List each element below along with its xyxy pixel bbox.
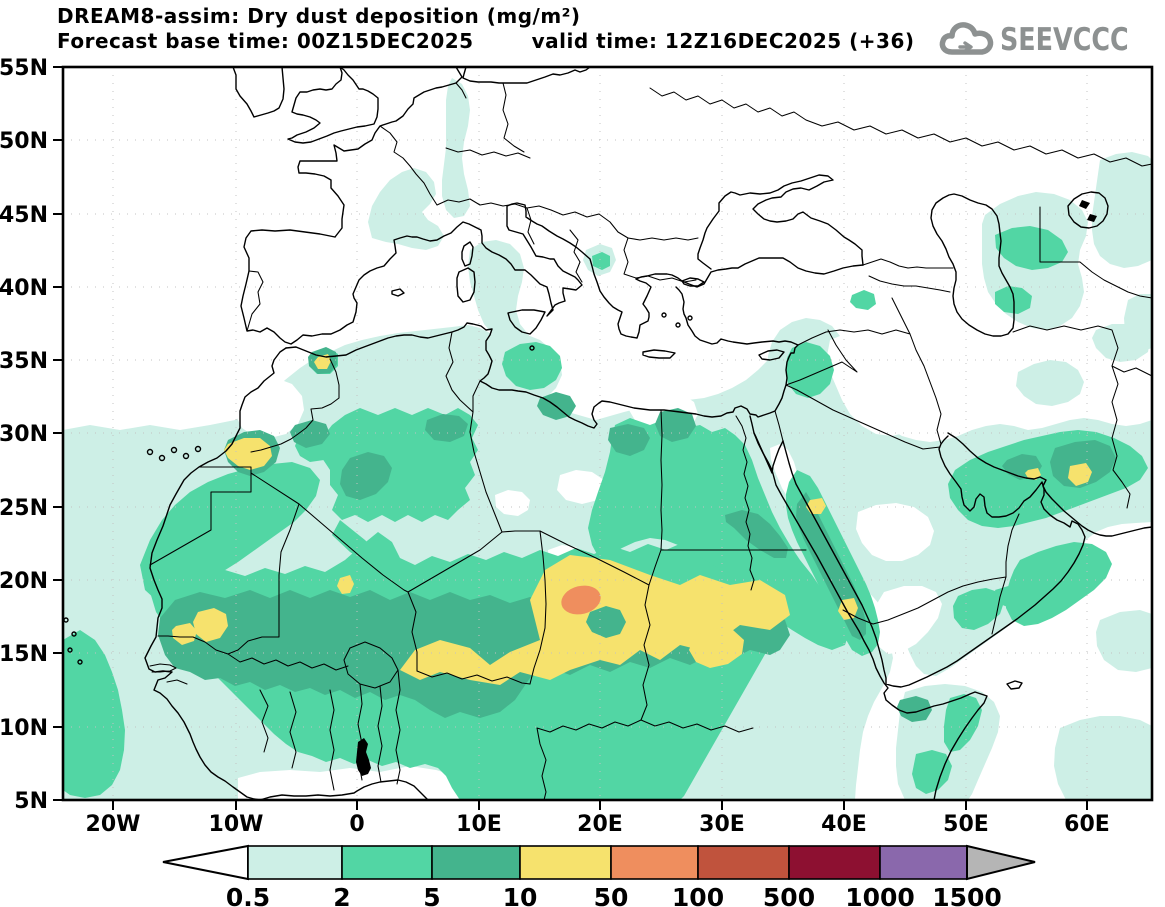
country-borders [149, 82, 1153, 801]
lat-label: 20N [0, 569, 48, 594]
logo-text: SEEVCCC [1000, 22, 1129, 58]
colorbar-label: 10 [503, 883, 538, 907]
lat-label: 45N [0, 203, 48, 228]
colorbar-cell [519, 845, 612, 880]
colorbar-cell [341, 845, 433, 880]
colorbar-cell [879, 845, 968, 880]
colorbar-label: 0.5 [226, 883, 270, 907]
lon-label: 20E [577, 812, 623, 837]
cloud-logo-icon [939, 22, 994, 55]
colorbar-cell [610, 845, 699, 880]
page-title: DREAM8-assim: Dry dust deposition (mg/m²… [57, 4, 581, 28]
lon-label: 50E [943, 812, 989, 837]
colorbar-cell [788, 845, 881, 880]
colorbar-label: 5 [423, 883, 440, 907]
seevccc-logo: SEEVCCC [938, 18, 1157, 62]
colorbar-label: 1500 [932, 883, 1002, 907]
contour-fill-level5 [561, 585, 601, 615]
contour-hole-level3-in-yellow [586, 606, 626, 638]
lon-label: 40E [821, 812, 867, 837]
colorbar-label: 500 [763, 883, 815, 907]
axis-ticks [53, 66, 1088, 810]
lat-label: 40N [0, 276, 48, 301]
lon-label: 10W [209, 812, 264, 837]
grid-lines [63, 67, 1152, 800]
lat-label: 10N [0, 716, 48, 741]
colorbar-label: 2 [333, 883, 350, 907]
colorbar-cell [697, 845, 790, 880]
lat-label: 30N [0, 422, 48, 447]
colorbar: 0.5 2 5 10 50 100 500 1000 1500 [162, 844, 1036, 907]
valid-time: valid time: 12Z16DEC2025 (+36) [531, 29, 915, 53]
lat-label: 35N [0, 349, 48, 374]
forecast-base-time: Forecast base time: 00Z15DEC2025 [57, 29, 474, 53]
lon-label: 60E [1064, 812, 1110, 837]
lat-label: 5N [14, 789, 48, 814]
lat-label: 50N [0, 129, 48, 154]
lon-label: 0 [349, 812, 364, 837]
colorbar-cell [431, 845, 521, 880]
lon-axis-labels: 20W 10W 0 10E 20E 30E 40E 50E 60E [86, 812, 1110, 837]
map-header: DREAM8-assim: Dry dust deposition (mg/m²… [57, 4, 915, 54]
lat-label: 55N [0, 56, 48, 81]
colorbar-left-arrow [162, 844, 249, 881]
colorbar-label: 100 [672, 883, 724, 907]
colorbar-right-arrow [966, 844, 1036, 881]
lat-label: 15N [0, 642, 48, 667]
colorbar-label: 50 [594, 883, 629, 907]
colorbar-label: 1000 [845, 883, 915, 907]
lat-axis-labels: 55N 50N 45N 40N 35N 30N 25N 20N 15N 10N … [0, 56, 48, 814]
lon-label: 10E [456, 812, 502, 837]
lon-label: 30E [699, 812, 745, 837]
colorbar-cell [247, 845, 343, 880]
lat-label: 25N [0, 496, 48, 521]
lon-label: 20W [86, 812, 141, 837]
